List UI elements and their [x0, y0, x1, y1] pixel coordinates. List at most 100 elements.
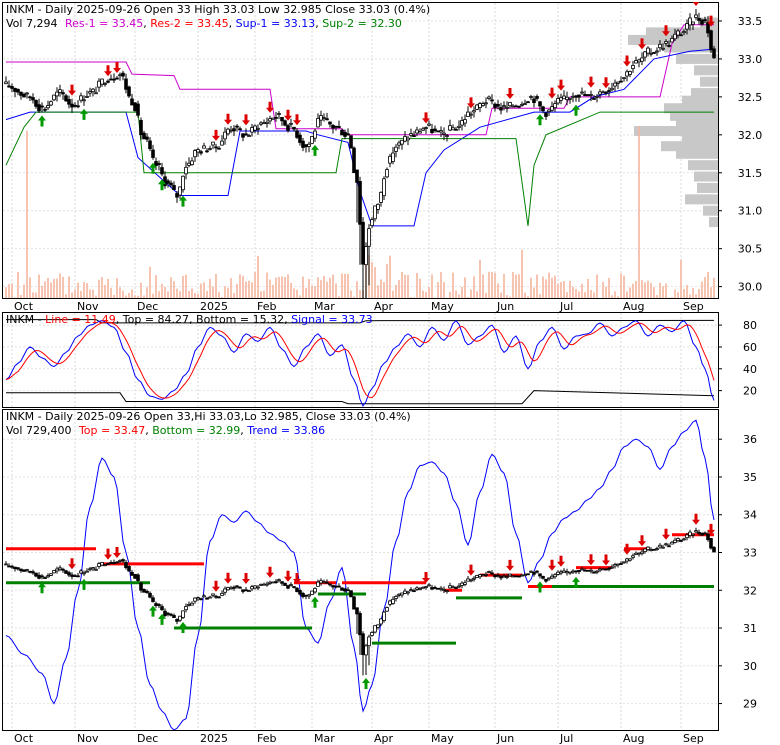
- volume-bar: [635, 280, 637, 298]
- candle-body: [154, 161, 158, 167]
- volume-bar: [395, 284, 397, 298]
- candle-body: [496, 104, 500, 107]
- candle-body: [205, 150, 209, 153]
- sell-arrow: [548, 559, 556, 571]
- candle-body: [145, 136, 149, 140]
- candle-body: [142, 589, 146, 593]
- sell-arrow: [293, 572, 301, 584]
- month-label: Oct: [14, 300, 34, 313]
- candle-body: [208, 148, 212, 150]
- candle-body: [541, 575, 545, 579]
- candle-body: [613, 564, 617, 567]
- volume-bar: [182, 275, 184, 298]
- volume-bar: [671, 297, 673, 298]
- candle-body: [166, 180, 170, 184]
- candle-body: [409, 589, 413, 592]
- candle-body: [337, 126, 341, 128]
- volume-bar: [323, 275, 325, 298]
- candle-body: [418, 131, 422, 134]
- month-label: Mar: [314, 732, 335, 745]
- candle-body: [622, 77, 626, 80]
- volume-bar: [710, 287, 712, 298]
- candle-body: [400, 139, 404, 145]
- volume-profile-bar: [646, 27, 718, 38]
- candle-body: [451, 586, 455, 589]
- candle-body: [121, 72, 125, 77]
- trend-panel-frame: [2, 409, 719, 731]
- volume-bar: [113, 294, 115, 298]
- volume-bar: [518, 274, 520, 298]
- volume-bar: [524, 292, 526, 298]
- candle-body: [268, 118, 272, 122]
- candle-body: [295, 130, 299, 138]
- trend-header-line1: INKM - Daily 2025-09-26 Open 33,Hi 33.03…: [6, 410, 411, 423]
- month-label: Aug: [623, 732, 644, 745]
- candle-body: [586, 94, 590, 97]
- candle-body: [55, 91, 59, 97]
- trend-signal-arrows: [38, 513, 715, 690]
- candle-body: [274, 116, 278, 119]
- candle-body: [637, 552, 641, 555]
- candle-body: [193, 150, 197, 158]
- candle-body: [448, 125, 452, 131]
- volume-bar: [512, 271, 514, 298]
- candle-body: [475, 104, 479, 110]
- candle-body: [271, 581, 275, 584]
- sell-arrow: [638, 38, 646, 50]
- candle-body: [130, 98, 134, 106]
- candle-body: [28, 570, 32, 573]
- candle-body: [334, 585, 338, 588]
- volume-bar: [302, 276, 304, 298]
- volume-profile-bar: [682, 95, 718, 106]
- volume-bar: [227, 287, 229, 298]
- volume-bar: [683, 288, 685, 298]
- candle-body: [604, 568, 608, 571]
- candle-body: [247, 135, 251, 137]
- stoch-header-top: Top = 84.27: [122, 313, 189, 326]
- volume-profile-bar: [700, 76, 718, 87]
- candle-body: [592, 98, 596, 100]
- candle-body: [664, 41, 668, 44]
- candle-body: [301, 140, 305, 148]
- volume-bar: [509, 296, 511, 298]
- candle-body: [340, 129, 344, 136]
- candle-body: [184, 606, 188, 611]
- volume-bar: [581, 283, 583, 298]
- volume-bar: [551, 277, 553, 298]
- sell-arrow: [467, 97, 475, 109]
- candle-body: [373, 625, 377, 633]
- candle-body: [223, 131, 227, 140]
- volume-bar: [401, 271, 403, 298]
- volume-bar: [245, 281, 247, 298]
- candle-body: [58, 567, 62, 570]
- candle-body: [622, 561, 626, 564]
- volume-bar: [476, 291, 478, 298]
- candle-body: [79, 95, 83, 101]
- volume-bar: [614, 291, 616, 298]
- y-tick-label: 60: [743, 341, 757, 354]
- month-label: Nov: [77, 300, 99, 313]
- candle-body: [265, 583, 269, 586]
- month-label: Feb: [257, 732, 276, 745]
- candle-body: [304, 594, 308, 597]
- buy-arrow: [311, 596, 319, 608]
- candle-body: [190, 160, 194, 166]
- candle-body: [619, 563, 623, 565]
- candle-body: [517, 575, 521, 578]
- candle-body: [178, 186, 182, 196]
- volume-bar: [653, 287, 655, 298]
- candle-body: [136, 103, 140, 116]
- candle-body: [667, 45, 671, 47]
- candle-body: [181, 610, 185, 618]
- candle-body: [583, 94, 587, 97]
- candle-body: [469, 113, 473, 116]
- candle-body: [424, 586, 428, 589]
- candle-body: [346, 589, 350, 592]
- volume-bar: [656, 295, 658, 298]
- candle-body: [601, 91, 605, 94]
- volume-bar: [317, 277, 319, 298]
- candle-body: [232, 586, 236, 589]
- volume-bar: [677, 292, 679, 298]
- volume-bar: [146, 287, 148, 298]
- candle-body: [391, 598, 395, 604]
